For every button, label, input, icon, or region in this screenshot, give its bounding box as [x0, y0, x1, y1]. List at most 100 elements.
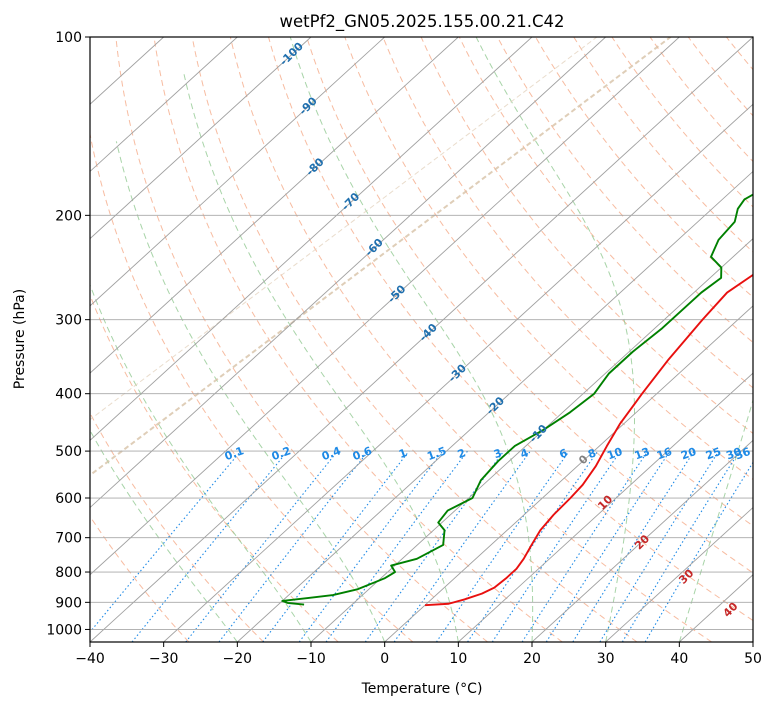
mixing-ratio-line	[90, 450, 242, 633]
dry-adiabat	[382, 37, 753, 481]
dry-adiabat	[344, 37, 753, 527]
mixing-ratio-label-4: 1	[397, 446, 409, 461]
mixing-ratio-label-8: 4	[519, 446, 531, 461]
mixing-ratio-line	[572, 450, 695, 642]
x-axis: −40 −30 −20 −10 0 10 20 30 40 50	[75, 642, 762, 667]
y-tick-label: 100	[55, 30, 82, 46]
isotherm-line	[90, 37, 312, 240]
x-tick-label: 10	[449, 651, 467, 667]
dry-adiabat	[229, 37, 712, 642]
reference-curve	[90, 37, 672, 477]
y-tick-label: 300	[55, 313, 82, 329]
isotherm-line	[90, 37, 753, 642]
isotherm-line	[752, 641, 753, 642]
dry-adiabat	[420, 37, 753, 435]
temperature-profile	[424, 273, 753, 607]
mixing-ratio-label-2: 0.4	[320, 444, 343, 463]
dry-adiabat	[573, 37, 753, 253]
isotherm-line	[310, 238, 753, 642]
y-tick-label: 500	[55, 444, 82, 460]
mixing-ratio-line	[185, 450, 338, 642]
mixing-ratio-line	[262, 450, 410, 642]
isotherm-line	[384, 305, 753, 642]
y-tick-label: 600	[55, 491, 82, 507]
moist-adiabat	[678, 398, 753, 642]
mixing-ratio-label-11: 10	[605, 445, 624, 463]
dry-adiabat	[90, 412, 264, 642]
x-tick-label: −40	[75, 651, 105, 667]
mixing-ratio-label-14: 20	[679, 445, 698, 463]
plot-frame	[89, 36, 754, 643]
dry-adiabat	[268, 37, 753, 622]
isotherm-line	[605, 506, 753, 642]
mixing-ratio-line	[467, 450, 599, 642]
mixing-ratio-line	[131, 450, 289, 642]
x-axis-label: Temperature (°C)	[361, 681, 483, 697]
mixing-ratio-label-0: 0.1	[223, 444, 246, 463]
isotherm-line	[90, 37, 238, 173]
grid-lines	[90, 37, 753, 642]
mixing-ratio-label-17: 36	[733, 445, 752, 463]
background-lines	[90, 37, 775, 642]
y-tick-label: 900	[55, 595, 82, 611]
mixing-ratio-label-6: 2	[456, 446, 468, 461]
mixing-ratio-label-5: 1.5	[425, 444, 448, 463]
isotherm-line	[531, 439, 753, 642]
mixing-ratio-line	[393, 450, 531, 642]
dry-adiabat	[458, 37, 753, 389]
profiles	[281, 193, 753, 607]
dry-adiabat	[90, 131, 414, 642]
y-axis: 100 200 300 400 500 600 700 800 900 1000	[46, 30, 90, 638]
mixing-ratio-label-13: 16	[655, 445, 674, 463]
isotherm-line	[458, 372, 753, 642]
x-tick-label: −20	[223, 651, 253, 667]
mixing-ratio-label-3: 0.6	[351, 444, 374, 463]
isotherm-line	[237, 170, 753, 642]
mixing-ratio-label-15: 25	[704, 445, 723, 462]
mixing-ratio-label-7: 3	[492, 446, 504, 461]
isotherm-line	[90, 37, 606, 509]
x-tick-label: 20	[523, 651, 541, 667]
chart-title: wetPf2_GN05.2025.155.00.21.C42	[280, 12, 565, 32]
y-tick-label: 400	[55, 387, 82, 403]
dry-adiabat	[649, 37, 753, 163]
isotherm-line	[90, 37, 533, 441]
x-tick-label: −30	[149, 651, 179, 667]
y-axis-label: Pressure (hPa)	[12, 289, 28, 389]
mixing-ratio-line	[599, 450, 720, 642]
dry-adiabat	[306, 37, 753, 574]
x-tick-label: 40	[670, 651, 688, 667]
moist-adiabat	[90, 283, 312, 642]
moist-adiabat	[90, 429, 238, 642]
dry-adiabat	[765, 37, 775, 642]
x-tick-label: 50	[744, 651, 762, 667]
mixing-ratio-label-12: 13	[633, 445, 652, 462]
moist-adiabat	[183, 72, 459, 642]
dewpoint-profile	[281, 193, 753, 606]
dry-adiabat	[191, 37, 638, 642]
moist-adiabat	[475, 37, 636, 642]
y-tick-label: 800	[55, 565, 82, 581]
isotherm-line	[90, 37, 459, 374]
dry-adiabat	[153, 37, 563, 642]
reference-curve	[90, 37, 598, 421]
mixing-ratio-line	[545, 450, 671, 642]
y-tick-label: 1000	[46, 622, 82, 638]
isotherm-line	[90, 37, 680, 576]
x-tick-label: 0	[380, 651, 389, 667]
mixing-ratio-label-9: 6	[558, 446, 570, 461]
dry-adiabat	[115, 37, 488, 642]
x-tick-label: −10	[296, 651, 326, 667]
y-tick-label: 700	[55, 531, 82, 547]
dry-adiabat	[496, 37, 753, 344]
mixing-ratio-line	[644, 461, 753, 642]
x-tick-label: 30	[597, 651, 615, 667]
y-tick-label: 200	[55, 208, 82, 224]
isotherm-line	[163, 103, 753, 642]
mixing-ratio-line	[621, 450, 740, 642]
mixing-ratio-label-10: 8	[586, 446, 598, 461]
mixing-ratio-line	[218, 450, 369, 642]
mixing-ratio-label-16: 30	[725, 445, 744, 463]
moist-adiabat	[289, 37, 534, 642]
